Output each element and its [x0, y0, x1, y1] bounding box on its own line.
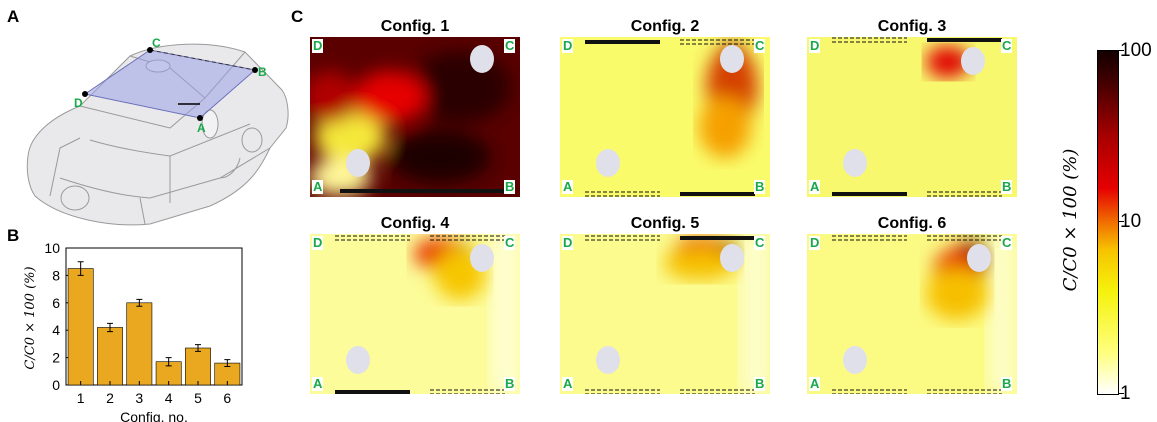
panel-label-a: A — [7, 7, 20, 26]
bar-chart-xtick-label: 5 — [194, 390, 202, 406]
bar-chart-ytick-label: 10 — [44, 240, 60, 256]
heatmap-corner-c: C — [1001, 38, 1013, 53]
heatmap-title: Config. 2 — [630, 18, 700, 35]
bar-errorbar-3 — [136, 298, 143, 307]
bar-chart-xtick-label: 6 — [223, 390, 231, 406]
heatmap-hole — [346, 149, 370, 177]
heatmap-title: Config. 3 — [877, 18, 947, 35]
heatmap-config-4: A B C D — [310, 234, 520, 394]
heatmap-corner-d: D — [312, 38, 324, 53]
bar-chart-frame — [65, 247, 243, 386]
heatmap-config-3: A B C D — [807, 37, 1017, 197]
heatmap-hole — [967, 244, 991, 272]
bar-chart-xtick-label: 3 — [135, 390, 143, 406]
heatmap-corner-d: D — [809, 235, 821, 250]
heatmap-corner-b: B — [754, 376, 766, 391]
bar-chart-xtick-label: 2 — [106, 390, 114, 406]
heatmap-hole — [720, 45, 744, 73]
bar-chart-xlabel: Config. no. — [120, 409, 188, 422]
colorbar-tick-1: 1 — [1120, 383, 1131, 404]
bar-errorbar-2 — [107, 322, 113, 333]
panel-label-c: C — [291, 7, 304, 26]
heatmap-corner-c: C — [1001, 235, 1013, 250]
heatmap-corner-a: A — [312, 376, 324, 391]
car-point-b: B — [258, 65, 267, 79]
heatmap-corner-d: D — [562, 38, 574, 53]
colorbar-label: C/C0 × 100 (%) — [1060, 149, 1081, 292]
heatmap-corner-a: A — [562, 376, 574, 391]
heatmap-config-5: A B C D — [560, 234, 770, 394]
bar-chart-xtick-label: 4 — [165, 390, 173, 406]
svg-text:C/C0 × 100 (%): C/C0 × 100 (%) — [1060, 149, 1081, 292]
heatmap-hole — [720, 244, 744, 272]
heatmap-corner-a: A — [312, 179, 324, 194]
bar-chart-ylabel: C/C0 × 100 (%) — [23, 266, 38, 369]
heatmap-hole — [843, 149, 867, 177]
colorbar — [1097, 50, 1119, 395]
colorbar-tick-10: 10 — [1120, 211, 1142, 232]
bar-config-2 — [97, 327, 123, 386]
heatmap-corner-d: D — [562, 235, 574, 250]
heatmap-corner-d: D — [312, 235, 324, 250]
heatmap-corner-b: B — [754, 179, 766, 194]
heatmap-hole — [346, 346, 370, 374]
heatmap-corner-b: B — [1001, 179, 1013, 194]
bar-errorbar-4 — [165, 357, 172, 367]
heatmap-hole — [596, 346, 620, 374]
car-point-a: A — [197, 121, 206, 135]
heatmap-hole — [961, 47, 985, 75]
heatmap-config-2: A B C D — [560, 37, 770, 197]
panel-label-b: B — [7, 226, 20, 245]
heatmap-hole — [470, 45, 494, 73]
heatmap-config-6: A B C D — [807, 234, 1017, 394]
bar-config-1 — [67, 268, 94, 386]
heatmap-corner-c: C — [754, 235, 766, 250]
heatmap-corner-a: A — [809, 376, 821, 391]
heatmap-corner-b: B — [504, 179, 516, 194]
bar-errorbar-5 — [195, 344, 201, 352]
heatmap-corner-c: C — [504, 38, 516, 53]
heatmap-corner-b: B — [504, 376, 516, 391]
heatmap-title: Config. 6 — [877, 215, 947, 232]
bar-config-5 — [185, 347, 211, 386]
heatmap-corner-a: A — [809, 179, 821, 194]
heatmap-corner-c: C — [754, 38, 766, 53]
heatmap-corner-a: A — [562, 179, 574, 194]
heatmap-hole — [470, 244, 494, 272]
heatmap-corner-b: B — [1001, 376, 1013, 391]
heatmap-title: Config. 5 — [630, 215, 700, 232]
car-point-d: D — [74, 96, 83, 110]
colorbar-tick-100: 100 — [1120, 40, 1152, 61]
heatmap-config-1: A B C D — [310, 37, 520, 197]
heatmap-hole — [843, 346, 867, 374]
bar-chart-ytick-label: 8 — [52, 267, 60, 283]
bar-config-3 — [126, 302, 153, 386]
bar-chart-ytick-label: 6 — [52, 295, 60, 311]
bar-errorbar-1 — [77, 261, 84, 276]
bar-errorbar-6 — [224, 359, 231, 368]
bar-chart-ytick-label: 2 — [52, 350, 60, 366]
heatmap-title: Config. 4 — [380, 215, 450, 232]
heatmap-corner-c: C — [504, 235, 516, 250]
bar-chart-ytick-label: 0 — [52, 377, 60, 393]
heatmap-hole — [596, 149, 620, 177]
car-diagram: A B C D — [26, 36, 289, 226]
heatmap-title: Config. 1 — [380, 18, 450, 35]
bar-chart-xtick-label: 1 — [77, 390, 85, 406]
car-point-c: C — [152, 36, 161, 50]
bar-chart-ytick-label: 4 — [52, 322, 60, 338]
heatmap-corner-d: D — [809, 38, 821, 53]
